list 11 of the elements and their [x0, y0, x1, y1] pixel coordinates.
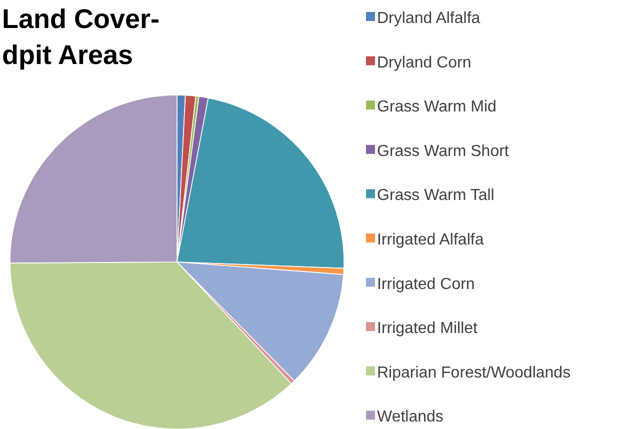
- legend-label: Wetlands: [377, 408, 444, 426]
- chart-title: Land Cover- dpit Areas: [2, 4, 160, 70]
- legend-label: Irrigated Corn: [377, 276, 475, 293]
- legend-label: Riparian Forest/Woodlands: [377, 364, 571, 382]
- legend-label: Grass Warm Tall: [377, 187, 494, 204]
- legend-label: Irrigated Alfalfa: [377, 232, 484, 248]
- legend-label: Dryland Corn: [377, 54, 472, 72]
- legend-label: Grass Warm Mid: [377, 98, 496, 116]
- legend-label: Irrigated Millet: [377, 320, 478, 338]
- legend-label: Dryland Alfalfa: [377, 10, 480, 27]
- legend-label: Grass Warm Short: [377, 142, 510, 160]
